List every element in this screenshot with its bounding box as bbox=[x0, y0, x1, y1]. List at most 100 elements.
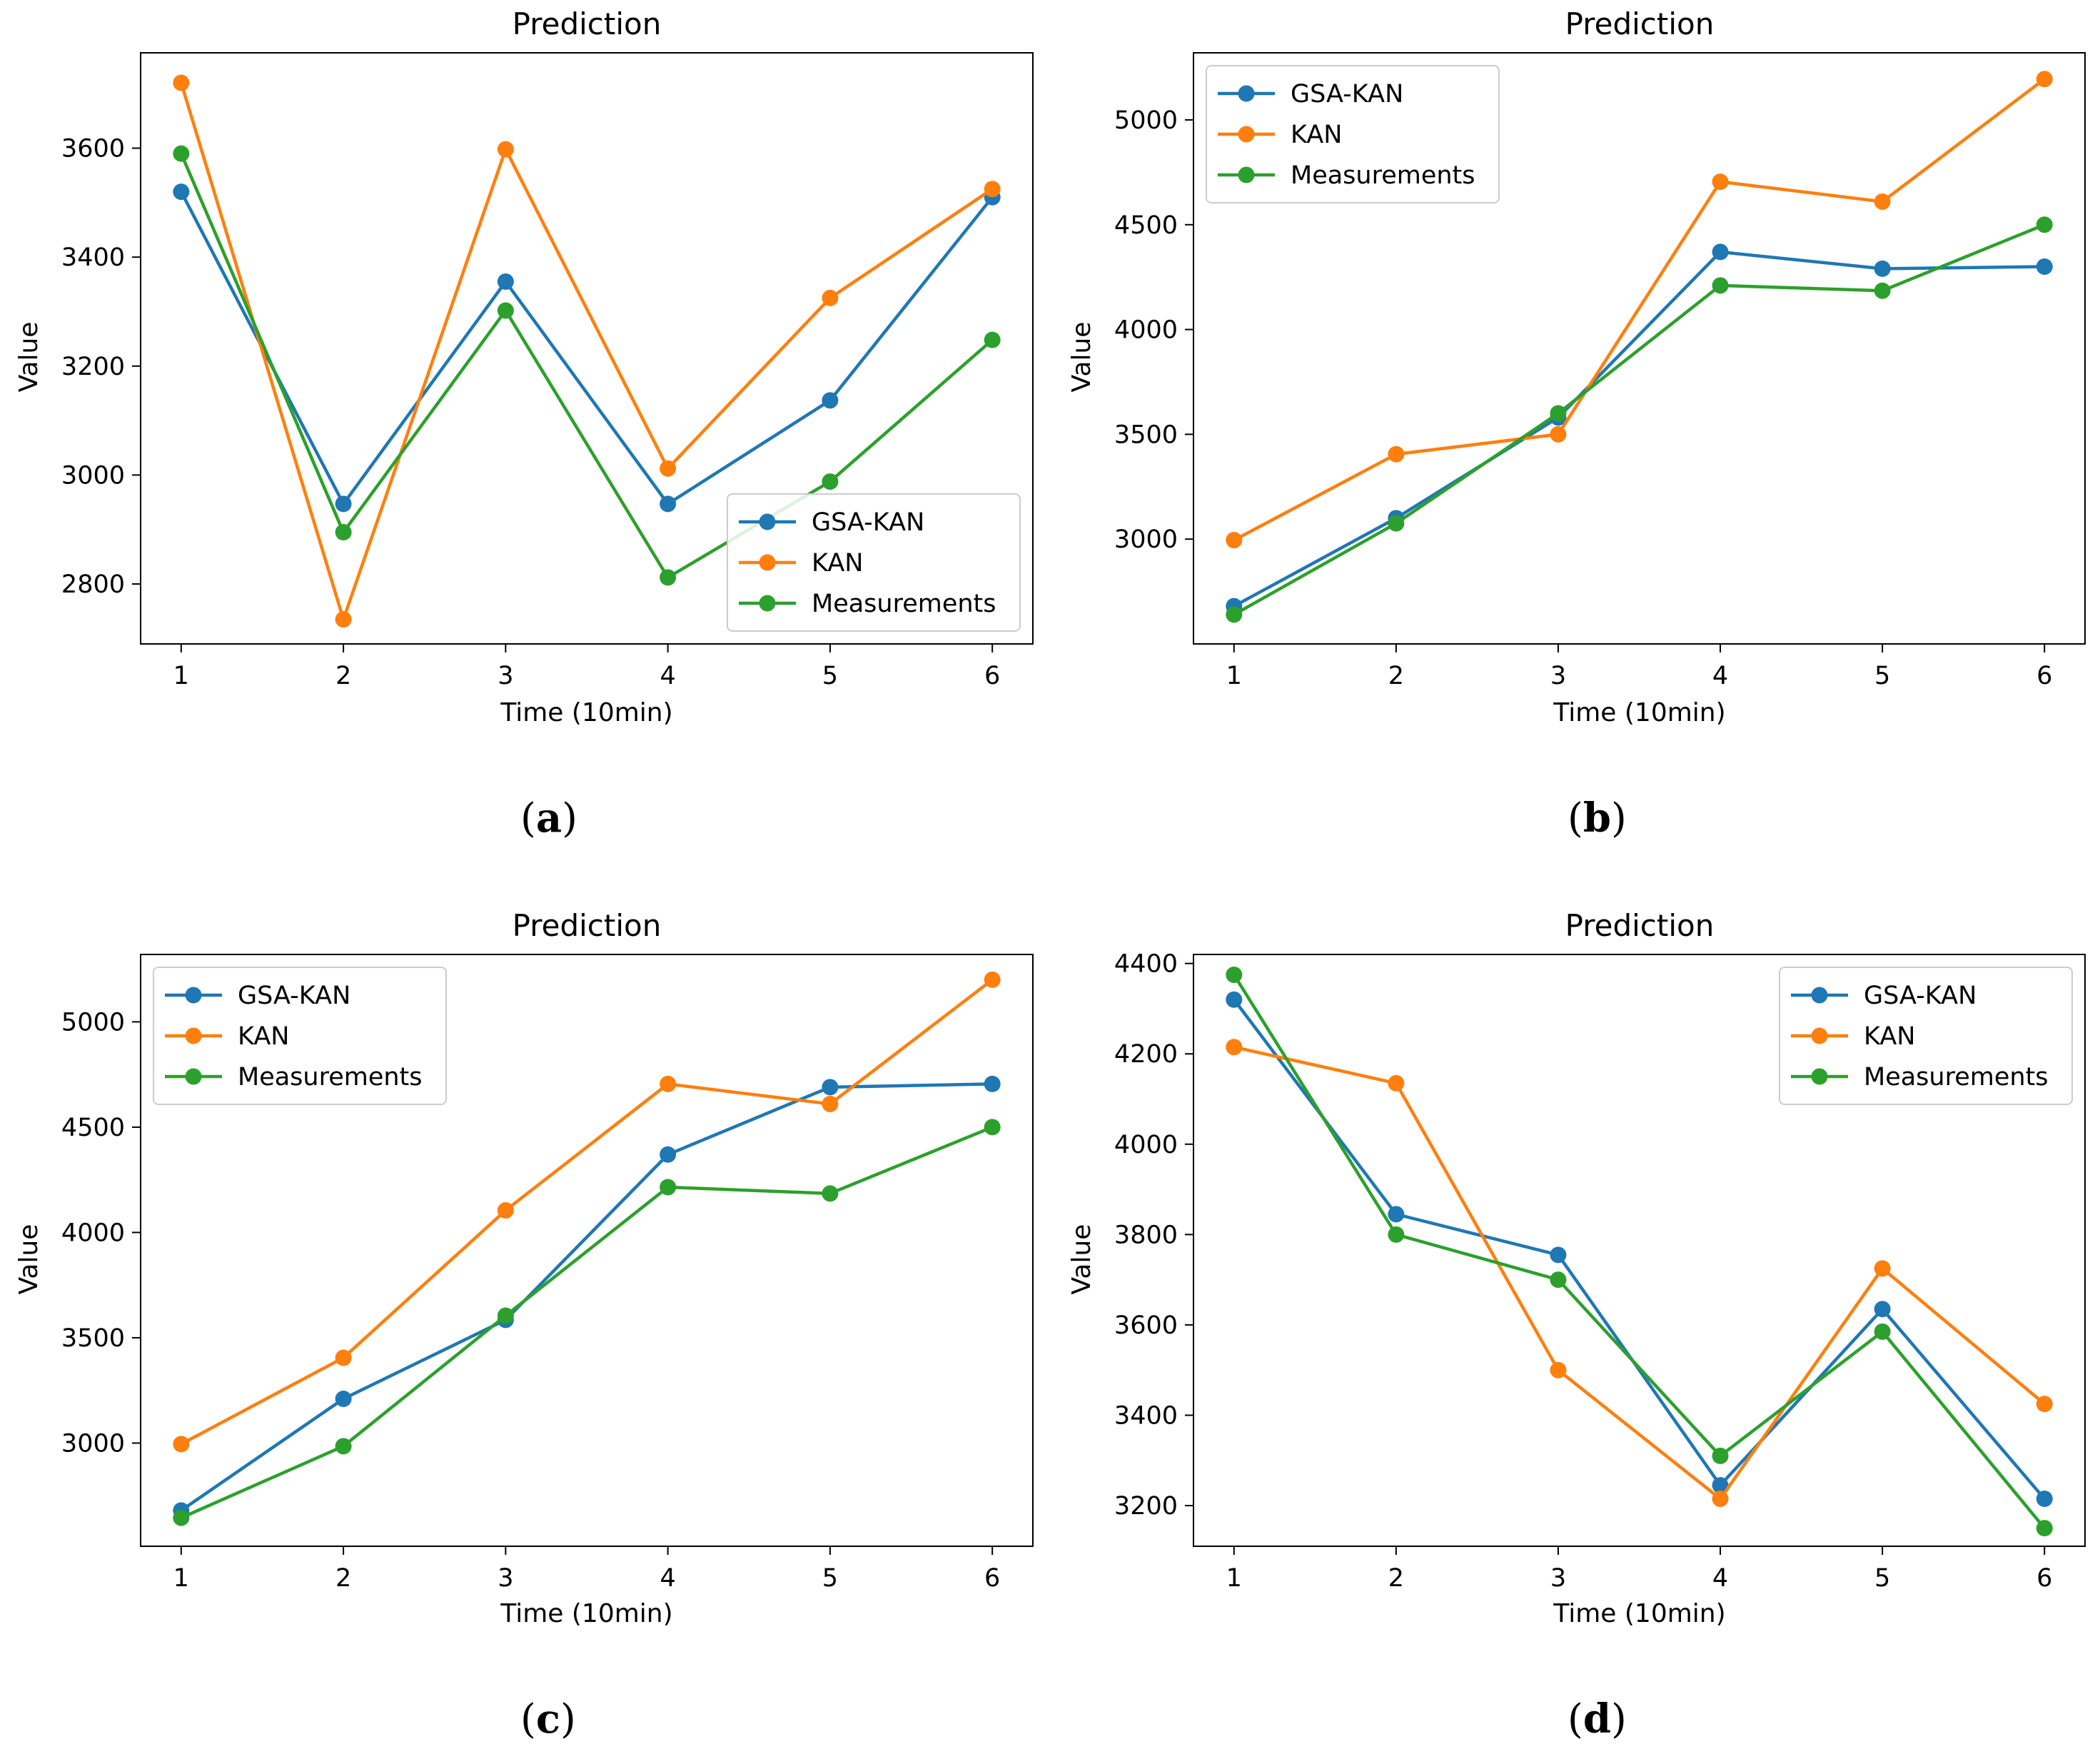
data-point-kan bbox=[335, 1349, 352, 1366]
y-tick-label: 5000 bbox=[61, 1008, 125, 1037]
y-tick-label: 3200 bbox=[1114, 1492, 1178, 1521]
x-axis-label: Time (10min) bbox=[500, 1599, 672, 1628]
y-tick-label: 4000 bbox=[1114, 316, 1178, 345]
legend-swatch-marker bbox=[185, 987, 202, 1004]
data-point-measurements bbox=[1388, 1226, 1405, 1243]
x-tick-label: 5 bbox=[822, 1564, 838, 1593]
legend-entry: GSA-KAN bbox=[1864, 982, 1977, 1010]
y-tick-label: 3500 bbox=[61, 1324, 125, 1353]
data-point-kan bbox=[1226, 1039, 1243, 1056]
data-point-kan bbox=[822, 1095, 839, 1112]
series-line-gsa-kan bbox=[1232, 250, 2046, 608]
chart-panel-a: Prediction 1 2 3 4 5 6 2800 3000 3200 3400 3600 Time… bbox=[14, 6, 1034, 842]
y-axis-label: Value bbox=[1067, 322, 1096, 393]
panel-caption: (c) bbox=[520, 1695, 576, 1743]
series-line-gsa-kan bbox=[179, 1082, 994, 1513]
data-point-kan bbox=[1388, 445, 1405, 463]
data-point-measurements bbox=[335, 524, 352, 541]
data-point-gsa-kan bbox=[497, 273, 514, 291]
legend-box bbox=[1779, 967, 2073, 1105]
data-point-measurements bbox=[984, 331, 1001, 348]
y-tick-label: 4000 bbox=[1114, 1131, 1178, 1159]
x-tick-label: 1 bbox=[1226, 662, 1242, 690]
data-point-kan bbox=[335, 611, 352, 628]
panel-caption: (a) bbox=[520, 795, 577, 842]
x-tick-label: 3 bbox=[1550, 1564, 1566, 1593]
data-point-kan bbox=[660, 460, 677, 477]
x-tick-label: 6 bbox=[2036, 662, 2052, 690]
x-tick-label: 1 bbox=[1226, 1564, 1242, 1593]
y-tick-label: 3400 bbox=[61, 243, 125, 272]
data-point-measurements bbox=[497, 1307, 514, 1324]
data-point-measurements bbox=[335, 1438, 352, 1455]
data-point-kan bbox=[984, 971, 1001, 988]
legend-entry: Measurements bbox=[1291, 161, 1475, 190]
legend-entry: Measurements bbox=[812, 590, 996, 618]
chart-title: Prediction bbox=[513, 908, 662, 943]
legend-swatch-marker bbox=[759, 513, 776, 530]
y-tick-label: 4000 bbox=[61, 1219, 125, 1247]
data-point-kan bbox=[173, 1436, 190, 1453]
series-line-measurements bbox=[179, 151, 994, 580]
x-tick-label: 2 bbox=[1388, 1564, 1404, 1593]
legend-swatch-marker bbox=[185, 1027, 202, 1044]
x-axis-label: Time (10min) bbox=[1553, 698, 1725, 727]
data-point-measurements bbox=[1388, 515, 1405, 532]
x-tick-label: 2 bbox=[335, 662, 351, 690]
y-tick-label: 4200 bbox=[1114, 1040, 1178, 1069]
data-point-kan bbox=[173, 74, 190, 91]
data-point-measurements bbox=[1712, 1447, 1729, 1464]
y-tick-label: 4500 bbox=[61, 1114, 125, 1142]
legend-entry: Measurements bbox=[238, 1063, 423, 1092]
data-point-gsa-kan bbox=[1712, 243, 1729, 261]
data-point-measurements bbox=[1226, 606, 1243, 623]
chart-panel-c: Prediction 1 2 3 4 5 6 3000 3500 4000 4500 5000 Time… bbox=[14, 908, 1034, 1743]
axes-frame bbox=[140, 52, 1034, 645]
data-point-measurements bbox=[1874, 282, 1891, 299]
chart-title: Prediction bbox=[1565, 6, 1715, 41]
y-axis-label: Value bbox=[1067, 1224, 1096, 1295]
data-point-gsa-kan bbox=[1550, 1246, 1567, 1264]
legend-box bbox=[153, 967, 447, 1105]
data-point-measurements bbox=[984, 1119, 1001, 1136]
data-point-gsa-kan bbox=[335, 495, 352, 513]
legend-swatch-marker bbox=[1238, 85, 1255, 102]
series-line-gsa-kan bbox=[179, 190, 994, 506]
y-axis-label: Value bbox=[14, 322, 44, 393]
legend-swatch-marker bbox=[759, 554, 776, 571]
x-tick-label: 5 bbox=[1874, 1564, 1890, 1593]
legend-swatch-marker bbox=[1238, 126, 1255, 143]
data-point-kan bbox=[497, 141, 514, 158]
x-tick-label: 4 bbox=[660, 1564, 675, 1593]
data-point-kan bbox=[2036, 1396, 2053, 1413]
x-axis-label: Time (10min) bbox=[500, 698, 672, 727]
y-tick-label: 3800 bbox=[1114, 1221, 1178, 1249]
y-tick-label: 4500 bbox=[1114, 211, 1178, 240]
legend: GSA-KAN KAN Measurements bbox=[727, 493, 1021, 632]
data-point-measurements bbox=[822, 473, 839, 490]
data-point-gsa-kan bbox=[2036, 258, 2053, 275]
data-point-kan bbox=[1550, 425, 1567, 443]
data-point-measurements bbox=[1226, 966, 1243, 983]
data-point-kan bbox=[1712, 173, 1729, 191]
legend: GSA-KAN KAN Measurements bbox=[1206, 65, 1500, 203]
panel-caption: (b) bbox=[1568, 795, 1627, 842]
data-point-gsa-kan bbox=[335, 1390, 352, 1407]
x-tick-label: 1 bbox=[173, 1564, 189, 1593]
x-tick-label: 4 bbox=[1712, 662, 1728, 690]
data-point-measurements bbox=[1550, 1271, 1567, 1289]
legend-swatch-marker bbox=[1811, 1068, 1828, 1085]
y-tick-label: 3500 bbox=[1114, 420, 1178, 449]
data-point-measurements bbox=[660, 569, 677, 586]
legend-swatch-marker bbox=[185, 1068, 202, 1085]
data-point-gsa-kan bbox=[1874, 260, 1891, 277]
data-point-measurements bbox=[2036, 1520, 2053, 1537]
chart-title: Prediction bbox=[513, 6, 662, 41]
x-tick-label: 4 bbox=[1712, 1564, 1728, 1593]
series-line-kan bbox=[1232, 77, 2046, 542]
y-tick-label: 3200 bbox=[61, 353, 125, 381]
x-tick-label: 5 bbox=[822, 662, 838, 690]
legend-swatch-marker bbox=[1811, 987, 1828, 1004]
data-point-kan bbox=[497, 1201, 514, 1219]
